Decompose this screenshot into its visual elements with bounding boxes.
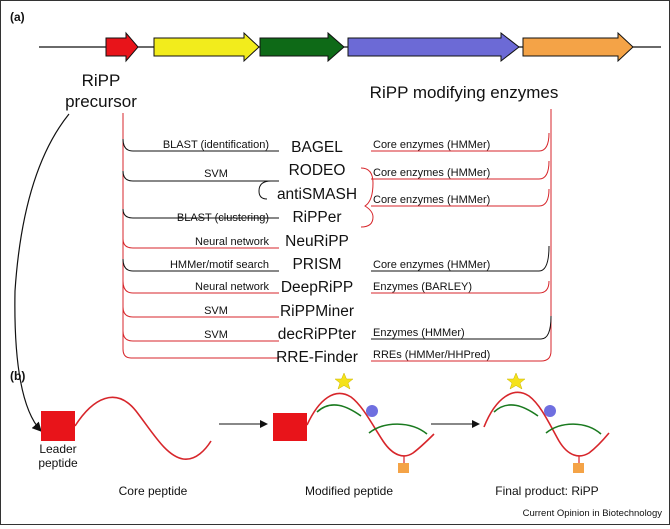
enzymes-label: RiPP modifying enzymes — [370, 83, 559, 102]
tool-antismash: antiSMASH — [277, 186, 357, 203]
tool-rippminer: RiPPMiner — [280, 303, 354, 320]
tool-neuripp: NeuRiPP — [285, 233, 349, 250]
enzyme-rodeo: Core enzymes (HMMer) — [373, 167, 490, 179]
leader-label-line1: Leader — [39, 442, 76, 456]
leader-peptide-box — [41, 411, 75, 441]
tool-decripter: decRiPPter — [278, 326, 356, 343]
precursor-gene-arrow — [105, 31, 139, 63]
leader-label-line2: peptide — [38, 456, 78, 470]
method-rodeo: SVM — [204, 168, 228, 180]
precursor-label-line2: precursor — [65, 92, 137, 111]
gene-orange-arrow — [522, 31, 634, 63]
final-orange-square — [573, 463, 584, 473]
gene-green-arrow — [259, 31, 345, 63]
enzyme-branches — [360, 109, 552, 362]
method-rippminer: SVM — [204, 305, 228, 317]
final-star-icon — [506, 372, 526, 390]
tool-bagel: BAGEL — [291, 139, 343, 156]
panel-label-a: (a) — [10, 10, 25, 24]
enzyme-antismash: Core enzymes (HMMer) — [373, 194, 490, 206]
enzyme-decripter: Enzymes (HMMer) — [373, 327, 465, 339]
tool-ripper: RiPPer — [292, 209, 341, 226]
method-prism: HMMer/motif search — [170, 259, 269, 271]
method-ripper: BLAST (clustering) — [177, 212, 269, 224]
final-ripp-wave — [483, 391, 610, 457]
final-product-label: Final product: RiPP — [495, 484, 598, 498]
enzyme-prism: Core enzymes (HMMer) — [373, 259, 490, 271]
core-peptide-wave — [74, 396, 212, 460]
modified-star-icon — [334, 372, 354, 390]
gene-yellow-arrow — [153, 31, 260, 63]
method-neuripp: Neural network — [195, 236, 269, 248]
panel-label-b: (b) — [10, 369, 25, 383]
precursor-label-line1: RiPP — [82, 71, 121, 90]
modified-peptide-label: Modified peptide — [305, 484, 393, 498]
modified-orange-square — [398, 463, 409, 473]
tool-rre-finder: RRE-Finder — [276, 349, 358, 366]
final-green-link-2 — [545, 423, 602, 435]
enzyme-rre-finder: RREs (HMMer/HHPred) — [373, 349, 490, 361]
modified-green-link-1 — [316, 404, 362, 417]
gene-blue-arrow — [347, 31, 520, 63]
precursor-branches — [122, 113, 279, 359]
final-green-link-1 — [493, 404, 539, 417]
tool-deepripp: DeepRiPP — [281, 279, 353, 296]
modified-blue-dot — [366, 405, 378, 417]
modified-leader-box — [273, 413, 307, 441]
precursor-to-peptide-arrow — [14, 113, 70, 432]
modified-green-link-2 — [368, 423, 428, 435]
method-decripter: SVM — [204, 329, 228, 341]
enzyme-bagel: Core enzymes (HMMer) — [373, 139, 490, 151]
final-blue-dot — [544, 405, 556, 417]
tool-rodeo: RODEO — [289, 162, 346, 179]
core-peptide-label: Core peptide — [119, 484, 188, 498]
method-bagel: BLAST (identification) — [163, 139, 269, 151]
tool-prism: PRISM — [292, 256, 341, 273]
method-deepripp: Neural network — [195, 281, 269, 293]
modified-peptide-wave — [306, 392, 435, 457]
enzyme-deepripp: Enzymes (BARLEY) — [373, 281, 472, 293]
source-credit: Current Opinion in Biotechnology — [523, 508, 663, 519]
